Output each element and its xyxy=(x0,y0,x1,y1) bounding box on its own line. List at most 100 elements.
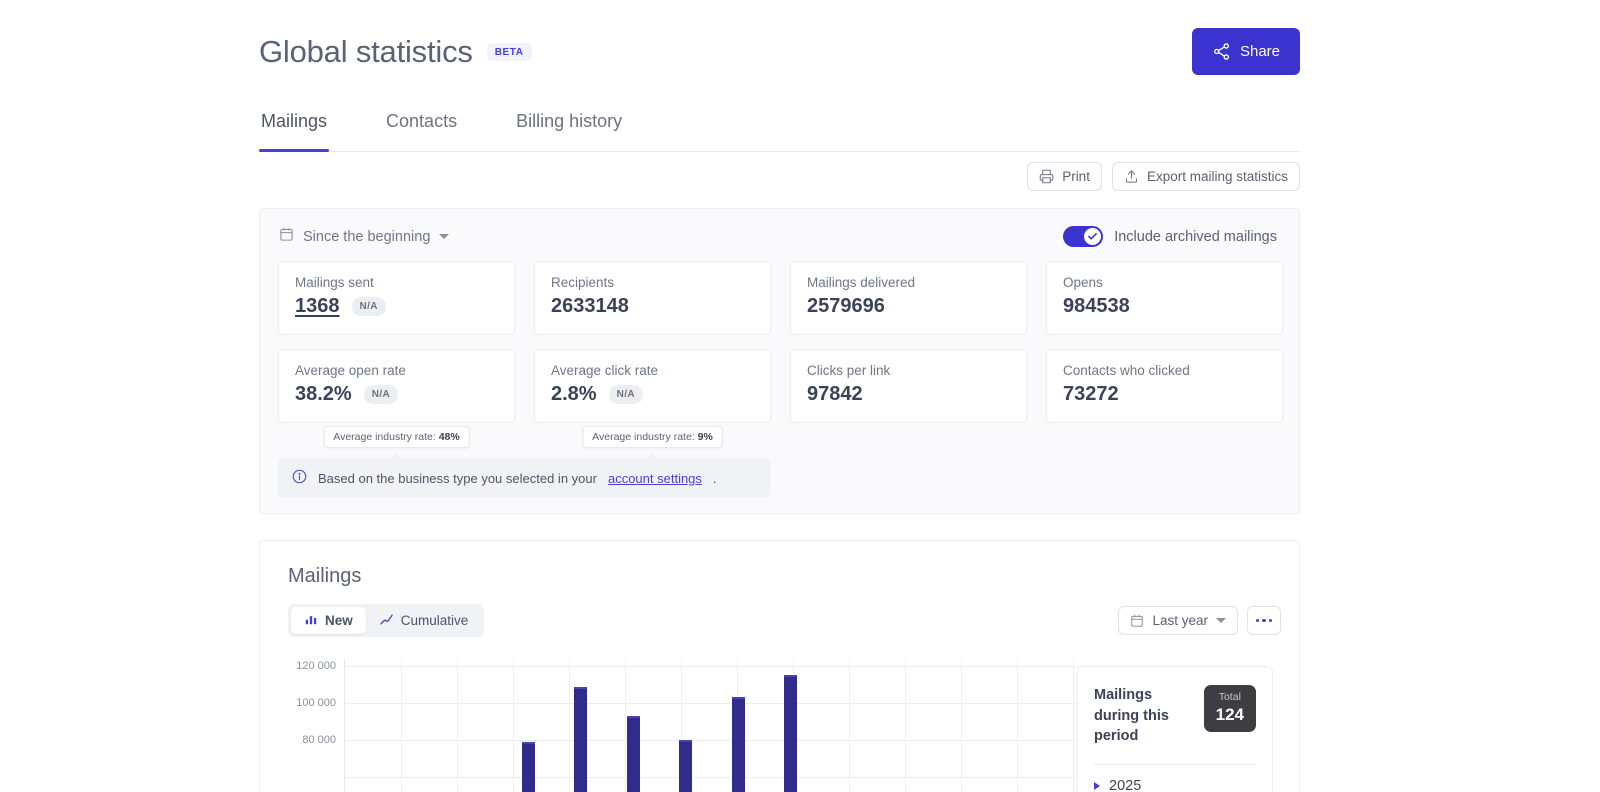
industry-rate-tooltip: Average industry rate: 9% xyxy=(582,426,723,448)
chart-mode-new-button[interactable]: New xyxy=(291,607,366,634)
share-button[interactable]: Share xyxy=(1191,28,1300,75)
y-axis-tick: 80 000 xyxy=(302,734,336,746)
toggle-track xyxy=(1063,226,1104,247)
industry-rate-prefix: Average industry rate: xyxy=(592,431,695,443)
bar[interactable] xyxy=(784,675,798,792)
gridline xyxy=(905,659,906,792)
statistics-toolbar: Print Export mailing statistics xyxy=(1027,162,1300,191)
gridline xyxy=(345,703,1078,704)
period-panel-title: Mailings during this period xyxy=(1094,687,1169,745)
chart-period-label: Last year xyxy=(1152,613,1208,628)
y-axis-labels: 120 000 100 000 80 000 xyxy=(288,659,344,792)
bar[interactable] xyxy=(574,687,588,792)
stat-label: Clicks per link xyxy=(807,363,891,378)
stat-card-recipients: Recipients 2633148 xyxy=(534,261,771,335)
stat-label: Mailings delivered xyxy=(807,275,916,290)
stat-card-clicks-per-link: Clicks per link 97842 xyxy=(790,349,1027,423)
printer-icon xyxy=(1039,169,1054,184)
total-badge: Total 124 xyxy=(1203,685,1256,732)
export-button-label: Export mailing statistics xyxy=(1146,169,1288,184)
gridline xyxy=(345,666,1078,667)
stat-badge: N/A xyxy=(363,385,399,404)
bar[interactable] xyxy=(731,697,745,792)
tab-bar: Mailings Contacts Billing history xyxy=(259,105,1300,152)
print-button-label: Print xyxy=(1062,169,1090,184)
stat-value: 2633148 xyxy=(551,295,629,317)
stat-card-contacts-who-clicked: Contacts who clicked 73272 xyxy=(1046,349,1283,423)
stat-card-mailings-sent: Mailings sent 1368 N/A xyxy=(278,261,515,335)
date-range-label: Since the beginning xyxy=(303,228,431,245)
account-settings-link[interactable]: account settings xyxy=(607,470,702,486)
toggle-knob xyxy=(1084,228,1102,245)
chart-mode-new-label: New xyxy=(325,613,353,628)
stat-value: 2.8% xyxy=(551,383,597,405)
industry-rate-info-banner: Based on the business type you selected … xyxy=(278,453,771,497)
industry-rate-tooltip: Average industry rate: 48% xyxy=(323,426,470,448)
tab-billing-history[interactable]: Billing history xyxy=(514,105,624,151)
chart-mode-cumulative-button[interactable]: Cumulative xyxy=(366,607,482,634)
export-mailing-statistics-button[interactable]: Export mailing statistics xyxy=(1111,162,1300,191)
print-button[interactable]: Print xyxy=(1027,162,1102,191)
total-badge-label: Total xyxy=(1218,691,1241,703)
stat-cards-row-1: Mailings sent 1368 N/A Recipients 263314… xyxy=(260,247,1299,335)
chart-right-controls: Last year xyxy=(1118,606,1281,635)
ellipsis-icon xyxy=(1255,618,1260,623)
gridline xyxy=(345,777,1078,778)
statistics-summary-panel: Since the beginning Include archived mai… xyxy=(259,208,1300,514)
gridline xyxy=(401,659,402,792)
stat-value: 38.2% xyxy=(295,383,352,405)
stat-value: 2579696 xyxy=(807,295,885,317)
industry-rate-value: 9% xyxy=(697,431,713,443)
stat-value: 97842 xyxy=(807,383,863,405)
year-row-2025[interactable]: 2025 xyxy=(1094,765,1256,792)
industry-rate-prefix: Average industry rate: xyxy=(333,431,436,443)
total-badge-value: 124 xyxy=(1215,704,1244,724)
stat-badge: N/A xyxy=(608,385,644,404)
share-button-label: Share xyxy=(1239,43,1280,60)
year-label: 2025 xyxy=(1109,777,1142,792)
chart-mode-segmented-control: New Cumulative xyxy=(288,604,485,637)
stat-label: Mailings sent xyxy=(295,275,374,290)
stat-card-average-open-rate: Average open rate 38.2% N/A Average indu… xyxy=(278,349,515,448)
industry-rate-value: 48% xyxy=(438,431,460,443)
mailings-chart-controls: New Cumulative xyxy=(260,588,1299,637)
check-icon xyxy=(1087,231,1098,242)
stat-label: Average click rate xyxy=(551,363,659,378)
stat-label: Opens xyxy=(1063,275,1103,290)
chart-period-selector[interactable]: Last year xyxy=(1118,606,1238,635)
info-banner-pointer-right xyxy=(646,453,658,460)
triangle-right-icon xyxy=(1094,781,1100,790)
mailings-bar-chart: 120 000 100 000 80 000 xyxy=(288,659,1078,792)
include-archived-toggle[interactable]: Include archived mailings xyxy=(1063,226,1277,247)
chart-more-options-button[interactable] xyxy=(1247,606,1281,635)
stat-card-opens: Opens 984538 xyxy=(1046,261,1283,335)
info-icon xyxy=(292,469,307,487)
bar[interactable] xyxy=(679,740,693,792)
chevron-down-icon xyxy=(439,234,450,239)
stat-card-average-click-rate: Average click rate 2.8% N/A Average indu… xyxy=(534,349,771,448)
mailings-period-panel: Mailings during this period Total 124 20… xyxy=(1077,666,1273,792)
info-banner-pointer-left xyxy=(390,453,402,460)
bar[interactable] xyxy=(626,716,640,792)
ellipsis-icon xyxy=(1268,618,1273,623)
tab-contacts[interactable]: Contacts xyxy=(384,105,459,151)
gridline xyxy=(457,659,458,792)
gridline xyxy=(345,740,1078,741)
divider xyxy=(1094,763,1256,765)
ellipsis-icon xyxy=(1262,618,1266,623)
stat-card-mailings-delivered: Mailings delivered 2579696 xyxy=(790,261,1027,335)
calendar-icon xyxy=(1130,614,1144,628)
page-header: Global statistics BETA Share xyxy=(259,28,1300,75)
mailings-chart-title: Mailings xyxy=(288,565,362,587)
tab-mailings[interactable]: Mailings xyxy=(259,105,330,152)
y-axis-tick: 100 000 xyxy=(296,697,336,709)
date-range-selector[interactable]: Since the beginning xyxy=(279,227,450,246)
include-archived-label: Include archived mailings xyxy=(1114,228,1277,245)
bar[interactable] xyxy=(522,742,535,792)
gridline xyxy=(849,659,850,792)
stat-value: 984538 xyxy=(1063,295,1130,317)
stat-value: 73272 xyxy=(1063,383,1119,405)
page-title: Global statistics xyxy=(259,33,473,69)
stat-value-link[interactable]: 1368 xyxy=(295,295,340,317)
